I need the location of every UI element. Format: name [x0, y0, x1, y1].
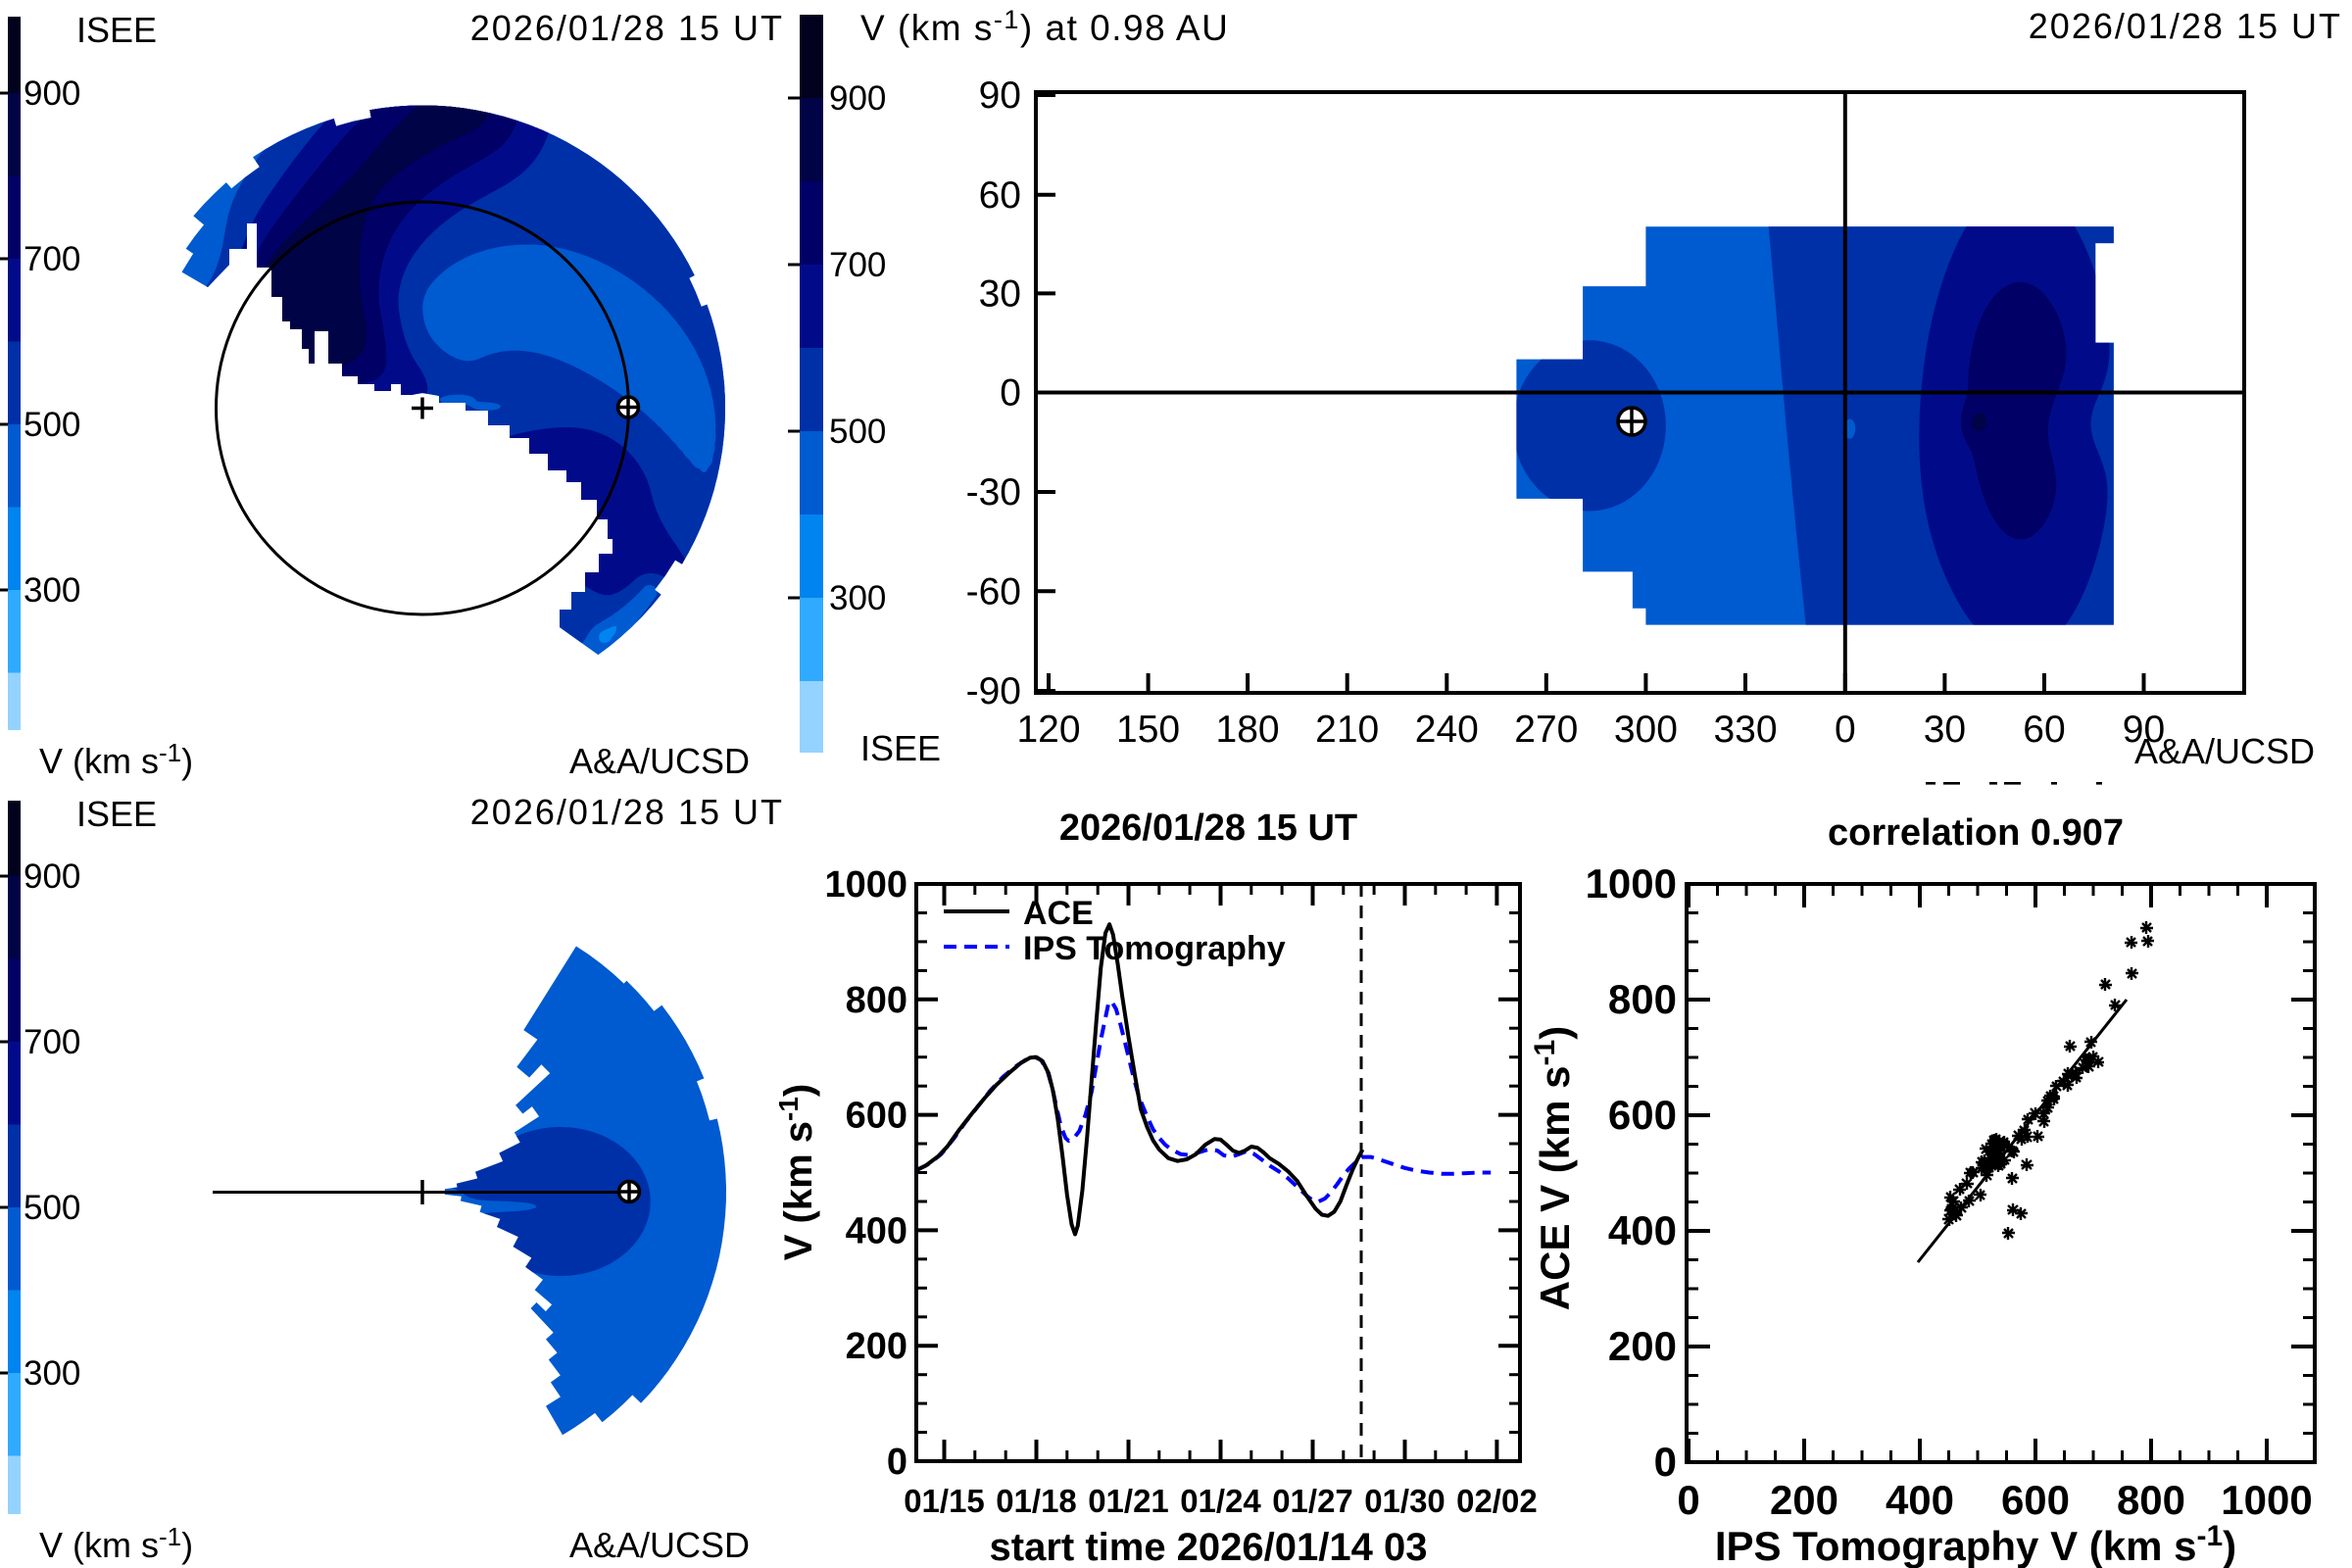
svg-text:500: 500: [24, 406, 80, 444]
svg-text:1000: 1000: [824, 864, 907, 906]
svg-text:02/02: 02/02: [1456, 1483, 1538, 1519]
svg-text:IPS Tomography: IPS Tomography: [1023, 930, 1286, 967]
svg-text:60: 60: [979, 174, 1021, 217]
svg-text:210: 210: [1315, 709, 1379, 751]
svg-text:-30: -30: [966, 471, 1021, 514]
svg-text:800: 800: [1608, 976, 1677, 1022]
svg-text:30: 30: [979, 272, 1021, 315]
svg-text:ACE: ACE: [1023, 895, 1094, 932]
svg-text:0: 0: [1654, 1439, 1677, 1485]
svg-text:400: 400: [1608, 1207, 1677, 1253]
svg-text:01/21: 01/21: [1088, 1483, 1169, 1519]
svg-text:500: 500: [24, 1189, 80, 1227]
svg-text:300: 300: [24, 1354, 80, 1393]
svg-text:V (km s-1): V (km s-1): [39, 1522, 193, 1565]
svg-text:ISEE: ISEE: [76, 794, 157, 834]
svg-text:0: 0: [887, 1442, 907, 1483]
svg-text:0: 0: [1677, 1477, 1699, 1523]
svg-text:correlation 0.907: correlation 0.907: [1828, 812, 2124, 854]
svg-text:900: 900: [829, 79, 886, 118]
svg-text:0: 0: [1835, 709, 1856, 751]
svg-text:01/27: 01/27: [1272, 1483, 1353, 1519]
svg-text:200: 200: [846, 1326, 907, 1367]
svg-text:800: 800: [2117, 1477, 2185, 1523]
svg-text:01/18: 01/18: [996, 1483, 1077, 1519]
svg-text:ISEE: ISEE: [860, 728, 941, 768]
svg-text:300: 300: [829, 579, 886, 617]
svg-text:120: 120: [1016, 709, 1080, 751]
svg-text:1000: 1000: [2221, 1477, 2312, 1523]
svg-text:700: 700: [829, 246, 886, 284]
svg-text:start time 2026/01/14 03: start time 2026/01/14 03: [990, 1526, 1428, 1568]
svg-text:A&A/UCSD: A&A/UCSD: [569, 1525, 750, 1565]
svg-text:700: 700: [24, 240, 80, 278]
svg-text:330: 330: [1713, 709, 1777, 751]
svg-text:200: 200: [1770, 1477, 1838, 1523]
svg-text:600: 600: [846, 1096, 907, 1137]
svg-text:-90: -90: [966, 670, 1021, 712]
svg-text:800: 800: [846, 980, 907, 1021]
svg-text:1000: 1000: [1586, 860, 1677, 906]
svg-text:-60: -60: [966, 570, 1021, 612]
svg-text:900: 900: [24, 858, 80, 896]
svg-text:900: 900: [24, 74, 80, 113]
svg-text:V (km s-1) at 0.98 AU: V (km s-1) at 0.98 AU: [860, 5, 1229, 48]
svg-text:30: 30: [1924, 709, 1966, 751]
svg-text:150: 150: [1116, 709, 1180, 751]
svg-text:200: 200: [1608, 1323, 1677, 1369]
svg-text:01/30: 01/30: [1364, 1483, 1446, 1519]
svg-text:300: 300: [24, 571, 80, 610]
svg-text:180: 180: [1216, 709, 1280, 751]
svg-text:01/24: 01/24: [1180, 1483, 1261, 1519]
svg-text:500: 500: [829, 413, 886, 451]
svg-text:ACE V (km s-1): ACE V (km s-1): [1529, 1026, 1578, 1310]
svg-text:0: 0: [1000, 372, 1021, 415]
svg-text:60: 60: [2023, 709, 2065, 751]
svg-text:600: 600: [2001, 1477, 2070, 1523]
svg-text:A&A/UCSD: A&A/UCSD: [2134, 731, 2315, 771]
svg-text:2026/01/28 15 UT: 2026/01/28 15 UT: [470, 8, 784, 48]
svg-text:270: 270: [1514, 709, 1578, 751]
svg-text:ISEE: ISEE: [76, 10, 157, 50]
svg-text:01/15: 01/15: [904, 1483, 985, 1519]
svg-text:700: 700: [24, 1023, 80, 1061]
svg-text:600: 600: [1608, 1092, 1677, 1138]
svg-text:90: 90: [2123, 709, 2165, 751]
svg-text:2026/01/28 15 UT: 2026/01/28 15 UT: [470, 792, 784, 832]
svg-text:2026/01/28 15 UT: 2026/01/28 15 UT: [1059, 808, 1357, 849]
svg-text:IPS Tomography V (km s-1): IPS Tomography V (km s-1): [1715, 1520, 2236, 1568]
svg-text:400: 400: [846, 1210, 907, 1251]
svg-text:2026/01/28 15 UT: 2026/01/28 15 UT: [2029, 6, 2342, 46]
svg-text:240: 240: [1415, 709, 1479, 751]
svg-text:A&A/UCSD: A&A/UCSD: [569, 741, 750, 781]
svg-text:300: 300: [1614, 709, 1678, 751]
svg-text:90: 90: [979, 74, 1021, 117]
svg-text:400: 400: [1886, 1477, 1954, 1523]
